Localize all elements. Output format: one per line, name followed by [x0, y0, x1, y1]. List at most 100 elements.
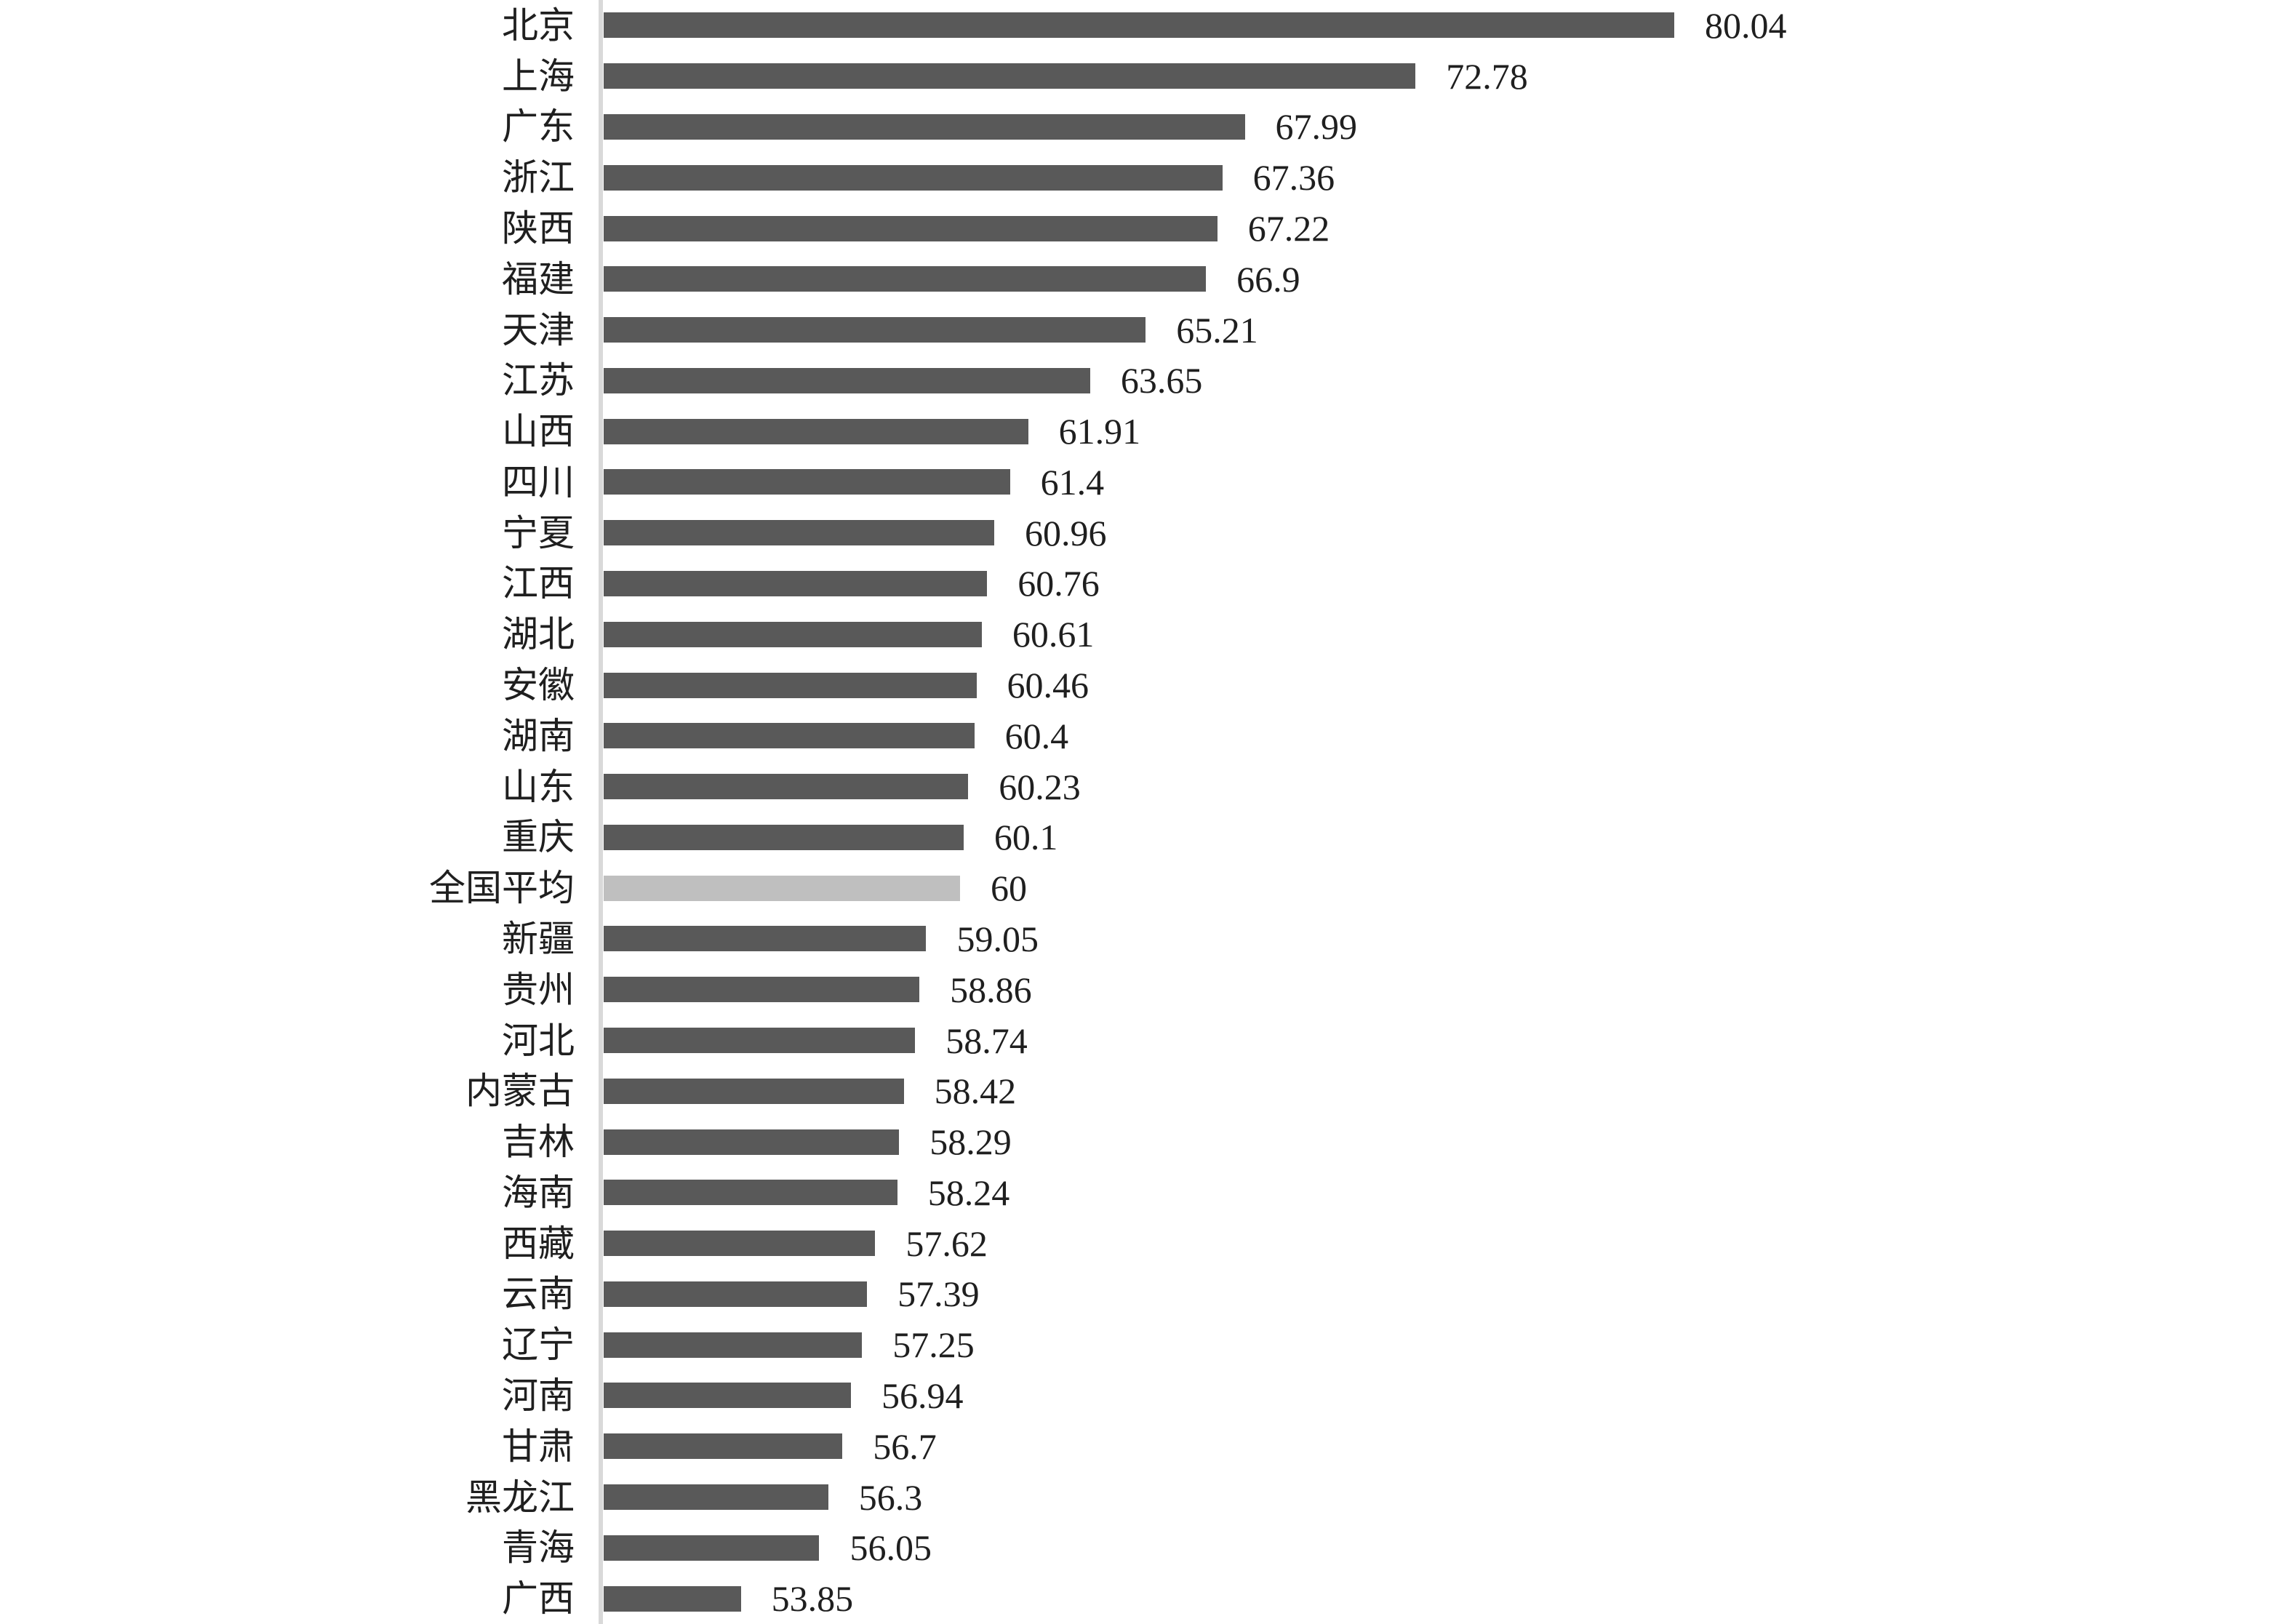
bar-row: 福建 66.9 — [0, 254, 2291, 305]
bar-row: 山东 60.23 — [0, 761, 2291, 812]
bar — [604, 723, 975, 749]
bar-area: 65.21 — [604, 305, 2291, 356]
value-label: 56.7 — [873, 1425, 937, 1467]
bar-area: 66.9 — [604, 254, 2291, 305]
category-label: 北京 — [502, 4, 575, 46]
bar-row: 黑龙江 56.3 — [0, 1472, 2291, 1523]
value-label: 60.61 — [1012, 614, 1095, 655]
bar-area: 57.25 — [604, 1319, 2291, 1370]
category-label: 广东 — [502, 106, 575, 148]
category-label: 全国平均 — [429, 868, 575, 909]
bar-row: 青海 56.05 — [0, 1522, 2291, 1573]
bar-area: 57.62 — [604, 1218, 2291, 1269]
category-label: 福建 — [502, 258, 575, 300]
bar — [604, 570, 988, 596]
category-label: 甘肃 — [502, 1425, 575, 1467]
bar-row: 北京 80.04 — [0, 0, 2291, 51]
bar — [604, 1383, 852, 1409]
bar-area: 58.86 — [604, 964, 2291, 1015]
bar — [604, 1129, 900, 1155]
category-label: 山东 — [502, 766, 575, 807]
category-label: 海南 — [502, 1172, 575, 1213]
bar-row: 宁夏 60.96 — [0, 508, 2291, 559]
category-label: 上海 — [502, 55, 575, 97]
bar-row: 云南 57.39 — [0, 1269, 2291, 1320]
category-label: 山西 — [502, 411, 575, 452]
category-label: 西藏 — [502, 1223, 575, 1264]
value-label: 60 — [991, 868, 1027, 909]
category-label: 重庆 — [502, 817, 575, 858]
bar — [604, 1078, 904, 1104]
bar — [604, 1585, 741, 1612]
bar-area: 67.36 — [604, 152, 2291, 203]
bar — [604, 418, 1028, 444]
bar-row: 天津 65.21 — [0, 305, 2291, 356]
category-label: 四川 — [502, 461, 575, 503]
bar-area: 60.61 — [604, 609, 2291, 660]
bar-row: 贵州 58.86 — [0, 964, 2291, 1015]
value-label: 60.23 — [999, 766, 1081, 807]
bar-area: 53.85 — [604, 1573, 2291, 1624]
bar-row: 西藏 57.62 — [0, 1218, 2291, 1269]
bar-row: 江西 60.76 — [0, 559, 2291, 609]
bar-area: 60.46 — [604, 660, 2291, 711]
value-label: 72.78 — [1446, 55, 1528, 97]
bar-area: 61.4 — [604, 457, 2291, 508]
category-label: 青海 — [502, 1527, 575, 1569]
category-label: 陕西 — [502, 208, 575, 249]
value-label: 58.24 — [927, 1172, 1010, 1213]
bar-area: 67.99 — [604, 102, 2291, 153]
bar — [604, 520, 995, 546]
category-label: 湖南 — [502, 715, 575, 756]
bar-row: 浙江 67.36 — [0, 152, 2291, 203]
bar-row: 全国平均 60 — [0, 863, 2291, 913]
category-label: 安徽 — [502, 665, 575, 706]
bar-area: 56.05 — [604, 1522, 2291, 1573]
value-label: 60.4 — [1004, 715, 1069, 756]
value-label: 58.74 — [945, 1020, 1028, 1061]
bar — [604, 367, 1090, 393]
bar-row: 湖北 60.61 — [0, 609, 2291, 660]
bar-row: 四川 61.4 — [0, 457, 2291, 508]
value-label: 60.1 — [993, 817, 1058, 858]
bar — [604, 317, 1146, 343]
value-label: 53.85 — [771, 1578, 854, 1620]
bar — [604, 672, 977, 698]
bar-row: 新疆 59.05 — [0, 913, 2291, 964]
bar-area: 60.4 — [604, 711, 2291, 761]
bar-area: 60.23 — [604, 761, 2291, 812]
value-label: 58.42 — [934, 1071, 1017, 1112]
value-label: 61.91 — [1058, 411, 1141, 452]
bar — [604, 1281, 868, 1307]
value-label: 58.29 — [929, 1121, 1012, 1163]
bar-row: 辽宁 57.25 — [0, 1319, 2291, 1370]
bar-area: 63.65 — [604, 355, 2291, 406]
bar-area: 60.76 — [604, 559, 2291, 609]
bar-area: 58.29 — [604, 1116, 2291, 1167]
bar-row: 湖南 60.4 — [0, 711, 2291, 761]
bar-area: 61.91 — [604, 406, 2291, 457]
value-label: 60.96 — [1025, 512, 1107, 553]
bar — [604, 1332, 863, 1358]
bar — [604, 824, 964, 850]
bar-area: 67.22 — [604, 203, 2291, 254]
bar — [604, 1231, 876, 1257]
category-label: 新疆 — [502, 918, 575, 959]
value-label: 56.3 — [858, 1476, 923, 1518]
bar-area: 56.7 — [604, 1421, 2291, 1472]
bar-row: 陕西 67.22 — [0, 203, 2291, 254]
bar-row: 海南 58.24 — [0, 1167, 2291, 1218]
bar-area: 58.24 — [604, 1167, 2291, 1218]
y-axis-line — [599, 0, 603, 1624]
bar-row: 山西 61.91 — [0, 406, 2291, 457]
category-label: 宁夏 — [502, 512, 575, 553]
bar — [604, 875, 960, 901]
bar-area: 72.78 — [604, 51, 2291, 102]
bar-area: 56.94 — [604, 1370, 2291, 1421]
value-label: 65.21 — [1176, 309, 1258, 351]
bar — [604, 1535, 820, 1561]
value-label: 56.05 — [849, 1527, 932, 1569]
category-label: 河北 — [502, 1020, 575, 1061]
